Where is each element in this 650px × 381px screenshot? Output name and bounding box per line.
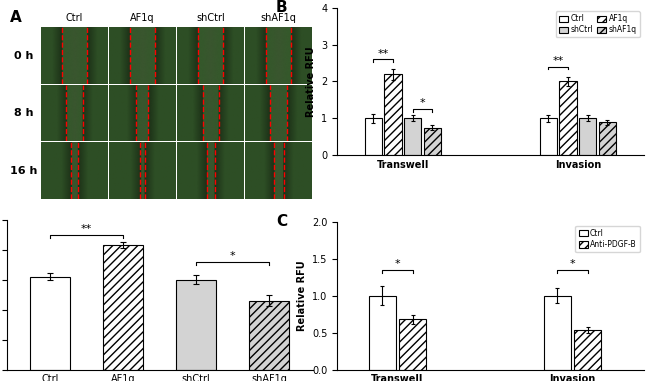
Text: *: * — [229, 251, 235, 261]
Text: A: A — [10, 10, 21, 24]
Bar — [424, 128, 441, 155]
Text: B: B — [276, 0, 287, 15]
Bar — [399, 319, 426, 370]
Text: AF1q: AF1q — [130, 13, 155, 23]
Bar — [543, 296, 571, 370]
Bar — [249, 301, 289, 370]
Text: Ctrl: Ctrl — [66, 13, 83, 23]
Bar — [599, 122, 616, 155]
Text: shAF1q: shAF1q — [261, 13, 296, 23]
Bar — [103, 245, 143, 370]
Text: shCtrl: shCtrl — [196, 13, 225, 23]
Bar — [384, 74, 402, 155]
Y-axis label: Relative RFU: Relative RFU — [306, 46, 316, 117]
Legend: Ctrl, shCtrl, AF1q, shAF1q: Ctrl, shCtrl, AF1q, shAF1q — [556, 11, 640, 37]
Y-axis label: Relative RFU: Relative RFU — [296, 260, 307, 331]
Bar — [176, 280, 216, 370]
Text: **: ** — [378, 49, 389, 59]
Text: **: ** — [81, 224, 92, 234]
Text: *: * — [420, 98, 425, 109]
Bar — [540, 118, 557, 155]
Bar — [574, 330, 601, 370]
Text: 8 h: 8 h — [14, 108, 33, 118]
Text: C: C — [276, 215, 287, 229]
Legend: Ctrl, Anti-PDGF-B: Ctrl, Anti-PDGF-B — [575, 226, 640, 252]
Bar — [30, 277, 70, 370]
Text: 0 h: 0 h — [14, 51, 33, 61]
Text: *: * — [395, 259, 400, 269]
Text: *: * — [569, 259, 575, 269]
Bar — [560, 82, 577, 155]
Bar — [579, 118, 597, 155]
Bar — [369, 296, 396, 370]
Text: **: ** — [552, 56, 564, 66]
Text: 16 h: 16 h — [10, 166, 37, 176]
Bar — [365, 118, 382, 155]
Bar — [404, 118, 421, 155]
